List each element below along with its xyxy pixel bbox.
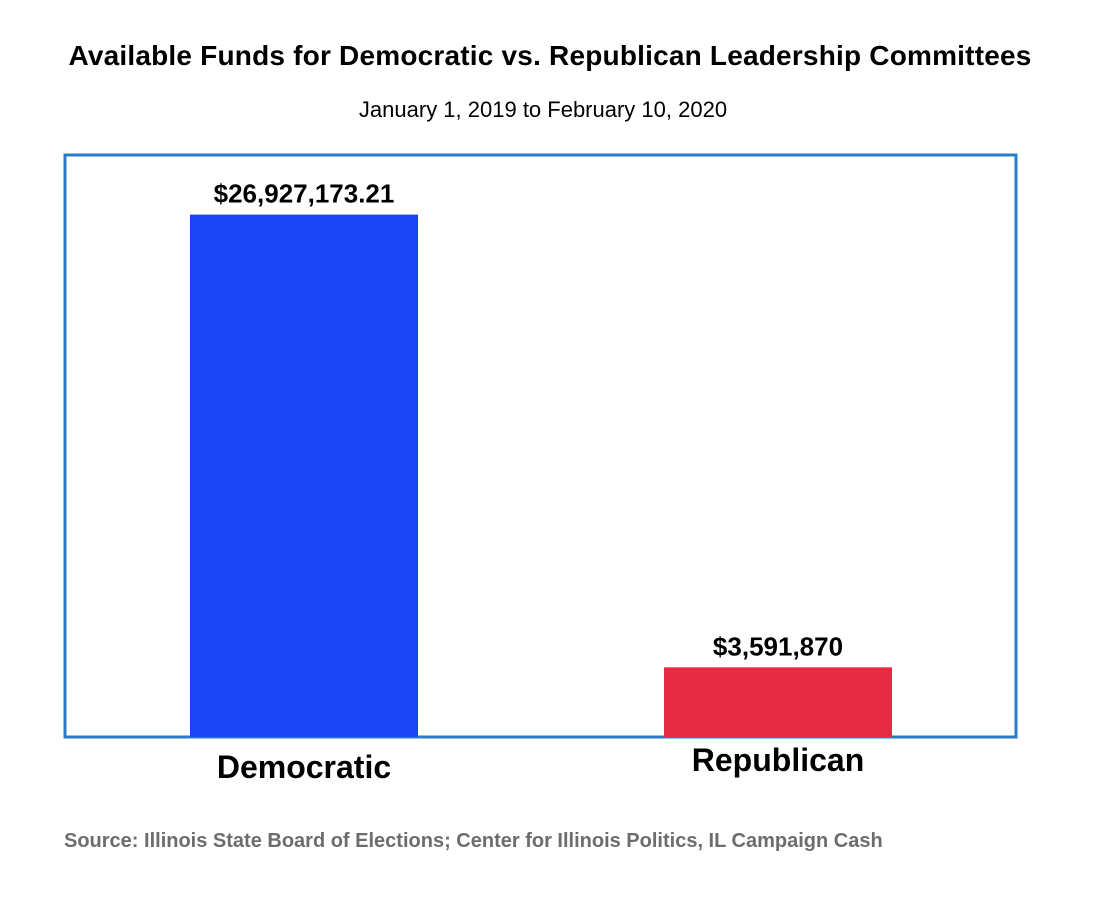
category-label-republican: Republican [692,742,864,778]
chart-subtitle: January 1, 2019 to February 10, 2020 [358,97,728,122]
chart-title: Available Funds for Democratic vs. Repub… [68,40,1032,71]
bars-group [190,214,892,737]
value-label-democratic: $26,927,173.21 [214,179,395,209]
value-labels-group: $26,927,173.21 $3,591,870 [214,179,843,662]
bar-republican [664,667,892,737]
value-label-republican: $3,591,870 [713,631,843,661]
category-label-democratic: Democratic [217,749,391,785]
category-labels-group: Democratic Republican [217,742,864,785]
source-note: Source: Illinois State Board of Election… [64,830,883,852]
bar-democratic [190,214,418,737]
